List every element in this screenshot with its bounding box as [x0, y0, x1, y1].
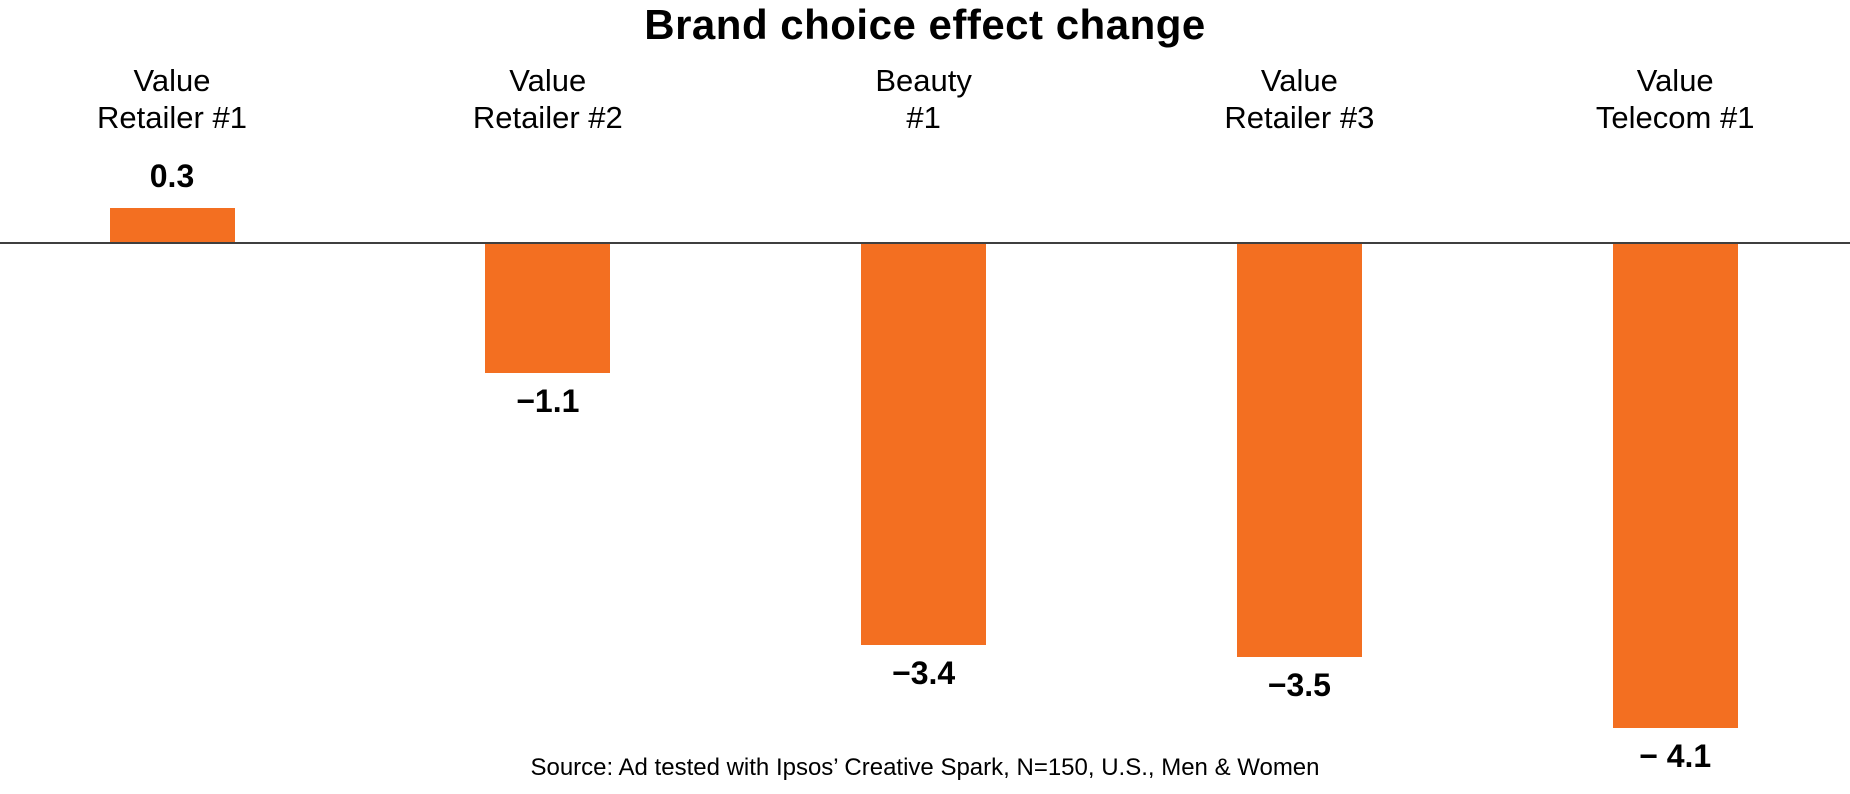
category-label: Beauty #1	[875, 63, 972, 135]
category-label: Value Retailer #1	[97, 63, 247, 135]
zero-baseline	[0, 242, 1850, 244]
bar	[485, 243, 611, 374]
bar	[109, 207, 235, 243]
bar	[861, 243, 987, 645]
source-note: Source: Ad tested with Ipsos’ Creative S…	[530, 754, 1320, 781]
value-label: 0.3	[149, 157, 195, 194]
category-label: Value Telecom #1	[1595, 63, 1755, 135]
bar	[1612, 243, 1738, 728]
category-label: Value Retailer #3	[1224, 63, 1375, 135]
chart-title: Brand choice effect change	[644, 1, 1206, 48]
value-label: −3.4	[892, 654, 956, 691]
value-label: −1.1	[516, 383, 580, 420]
category-label: Value Retailer #2	[472, 63, 623, 135]
bar	[1236, 243, 1362, 657]
value-label: − 4.1	[1639, 737, 1712, 774]
value-label: −3.5	[1267, 666, 1331, 703]
